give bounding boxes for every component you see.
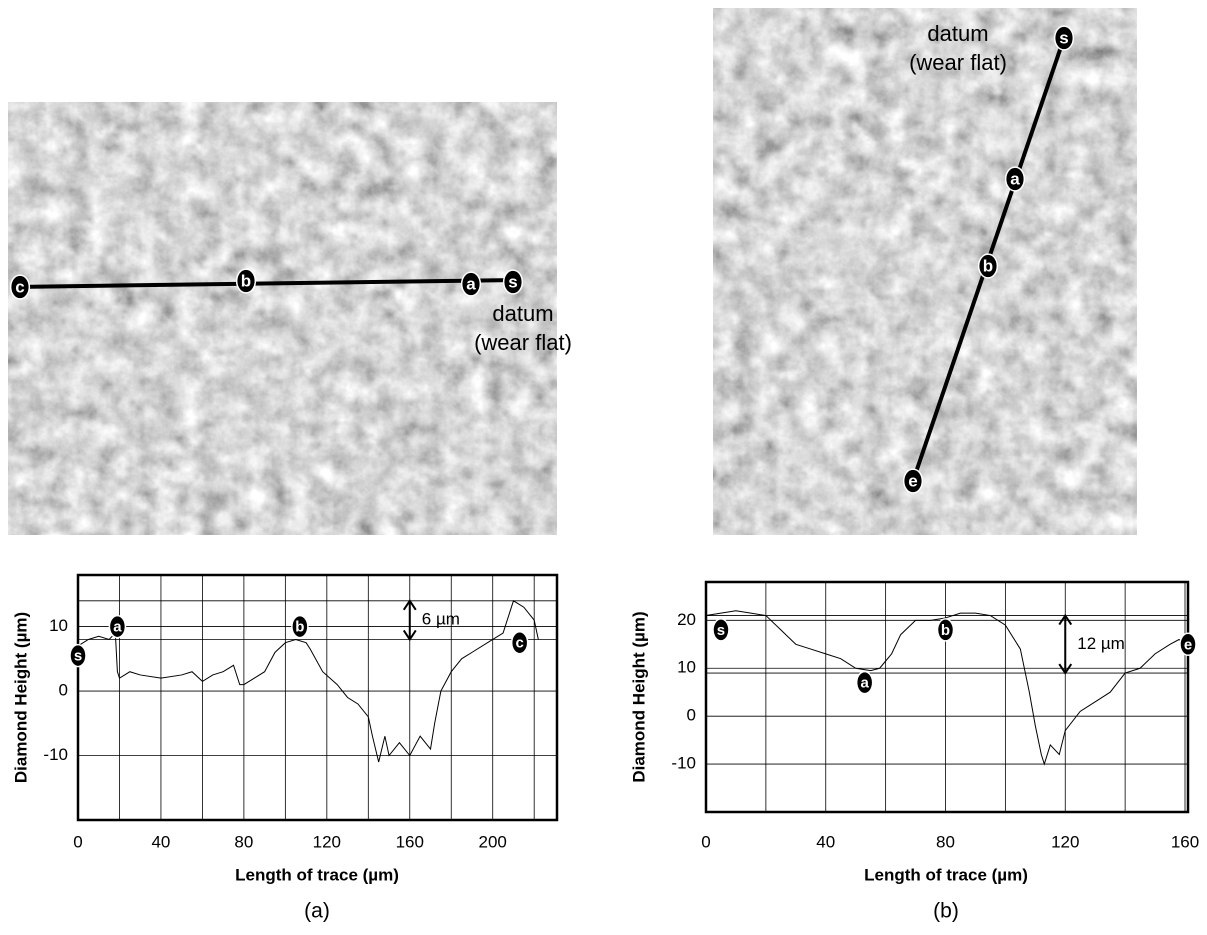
point-badge: [1053, 25, 1075, 51]
y-tick-label: 20: [677, 610, 696, 629]
profile-line: [77, 600, 539, 763]
y-tick-label: 10: [677, 658, 696, 677]
point-label: s: [717, 622, 725, 639]
point-badge: [1179, 632, 1197, 657]
point-label: c: [516, 635, 524, 652]
y-tick-label: -10: [671, 754, 696, 773]
point-label: b: [983, 256, 993, 275]
point-label: s: [1059, 28, 1068, 47]
sem-image: [713, 8, 1137, 535]
x-tick-label: 120: [1051, 832, 1079, 851]
arrow-head: [402, 629, 417, 642]
y-axis-title: Diamond Height (µm): [629, 611, 648, 782]
point-label: a: [113, 619, 122, 636]
image-annotation: datum: [492, 301, 553, 326]
x-tick-label: 200: [479, 832, 507, 851]
point-label: e: [1184, 636, 1192, 653]
y-tick-label: 10: [49, 616, 68, 635]
point-badge: [712, 618, 730, 642]
dimension-label: 6 µm: [422, 610, 460, 629]
point-badge: [235, 268, 257, 294]
arrow-head: [402, 598, 417, 611]
point-badge: [108, 614, 127, 639]
x-tick-label: 160: [396, 832, 424, 851]
point-label: a: [466, 274, 476, 293]
point-label: s: [508, 272, 517, 291]
panel-caption: (a): [304, 900, 330, 923]
point-label: b: [295, 619, 304, 636]
x-tick-label: 160: [1171, 832, 1199, 851]
y-tick-label: 0: [59, 681, 68, 700]
point-badge: [69, 643, 87, 668]
point-badge: [902, 468, 924, 494]
y-tick-label: 0: [687, 706, 696, 725]
plot-frame: [76, 573, 559, 822]
point-label: e: [908, 471, 917, 490]
image-annotation: (wear flat): [474, 330, 572, 355]
arrow-head: [1058, 663, 1073, 675]
image-annotation: (wear flat): [909, 50, 1007, 75]
dimension-label: 12 µm: [1077, 634, 1125, 653]
x-axis-title: Length of trace (µm): [864, 865, 1028, 884]
panel-caption: (b): [933, 900, 959, 923]
plot-frame: [704, 580, 1190, 814]
image-annotation: datum: [927, 21, 988, 46]
x-tick-label: 80: [936, 832, 955, 851]
x-tick-label: 80: [234, 832, 253, 851]
x-axis-title: Length of trace (µm): [235, 865, 399, 884]
x-tick-label: 0: [701, 832, 710, 851]
point-badge: [936, 618, 955, 642]
profile-line: [705, 610, 1186, 766]
point-badge: [977, 253, 999, 279]
trace-line: [13, 278, 515, 289]
point-badge: [9, 274, 31, 300]
sem-image: [8, 102, 557, 535]
point-label: b: [241, 271, 251, 290]
point-badge: [291, 614, 309, 639]
point-badge: [1004, 166, 1026, 192]
x-tick-label: 40: [151, 832, 170, 851]
x-tick-label: 0: [73, 832, 82, 851]
y-axis-title: Diamond Height (µm): [11, 612, 30, 783]
point-label: s: [74, 648, 82, 665]
x-tick-label: 40: [816, 832, 835, 851]
point-badge: [460, 271, 482, 297]
point-label: a: [1010, 169, 1020, 188]
x-tick-label: 120: [313, 832, 341, 851]
point-label: a: [860, 675, 869, 692]
point-badge: [510, 630, 529, 655]
point-label: b: [941, 622, 950, 639]
point-label: c: [15, 277, 24, 296]
point-badge: [502, 269, 524, 295]
arrow-head: [1058, 613, 1073, 626]
point-badge: [855, 670, 874, 695]
y-tick-label: -10: [43, 745, 68, 764]
